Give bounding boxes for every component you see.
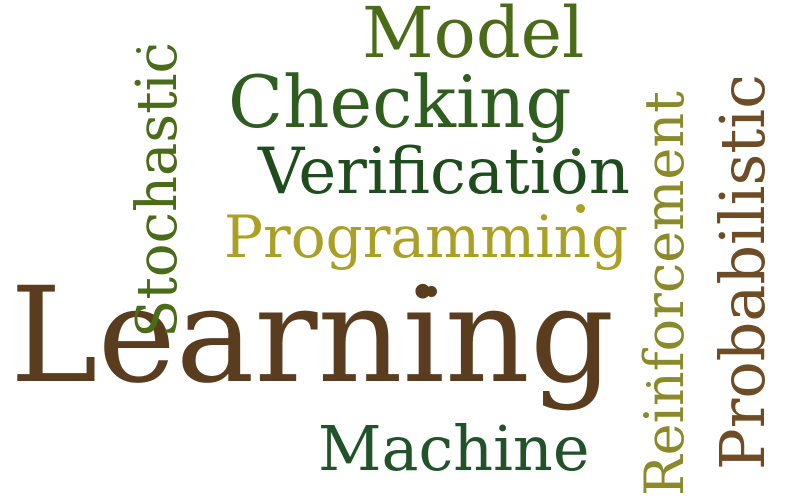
word-probabilistic: Probabilistic — [706, 74, 779, 470]
accent-dot — [646, 382, 651, 387]
word-model: Model — [362, 0, 585, 74]
word-checking: Checking — [228, 60, 572, 144]
accent-dot — [426, 286, 437, 297]
accent-dot — [136, 48, 141, 53]
word-reinforcement: Reinforcement — [633, 91, 696, 496]
word-stochastic: Stochastic — [125, 42, 190, 338]
word-learning: Learning — [10, 259, 615, 413]
word-programming: Programming — [224, 203, 629, 271]
word-machine: Machine — [318, 412, 590, 485]
accent-dot — [572, 148, 580, 156]
accent-dot — [576, 204, 585, 213]
word-verification: Verification — [258, 135, 630, 209]
